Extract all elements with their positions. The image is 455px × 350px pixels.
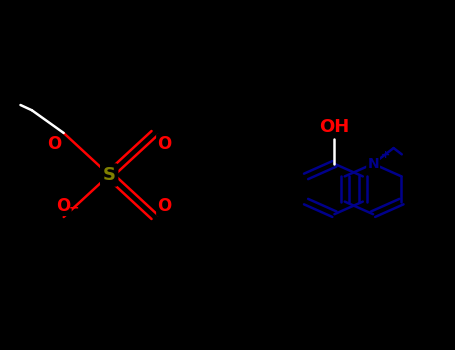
Text: −: − xyxy=(68,202,79,215)
Text: S: S xyxy=(103,166,116,184)
Text: O: O xyxy=(157,135,171,153)
Text: N: N xyxy=(367,157,379,171)
Text: +: + xyxy=(381,150,390,160)
Text: O: O xyxy=(47,135,61,153)
Text: O: O xyxy=(56,197,71,215)
Text: OH: OH xyxy=(319,119,349,136)
Text: O: O xyxy=(157,197,171,215)
